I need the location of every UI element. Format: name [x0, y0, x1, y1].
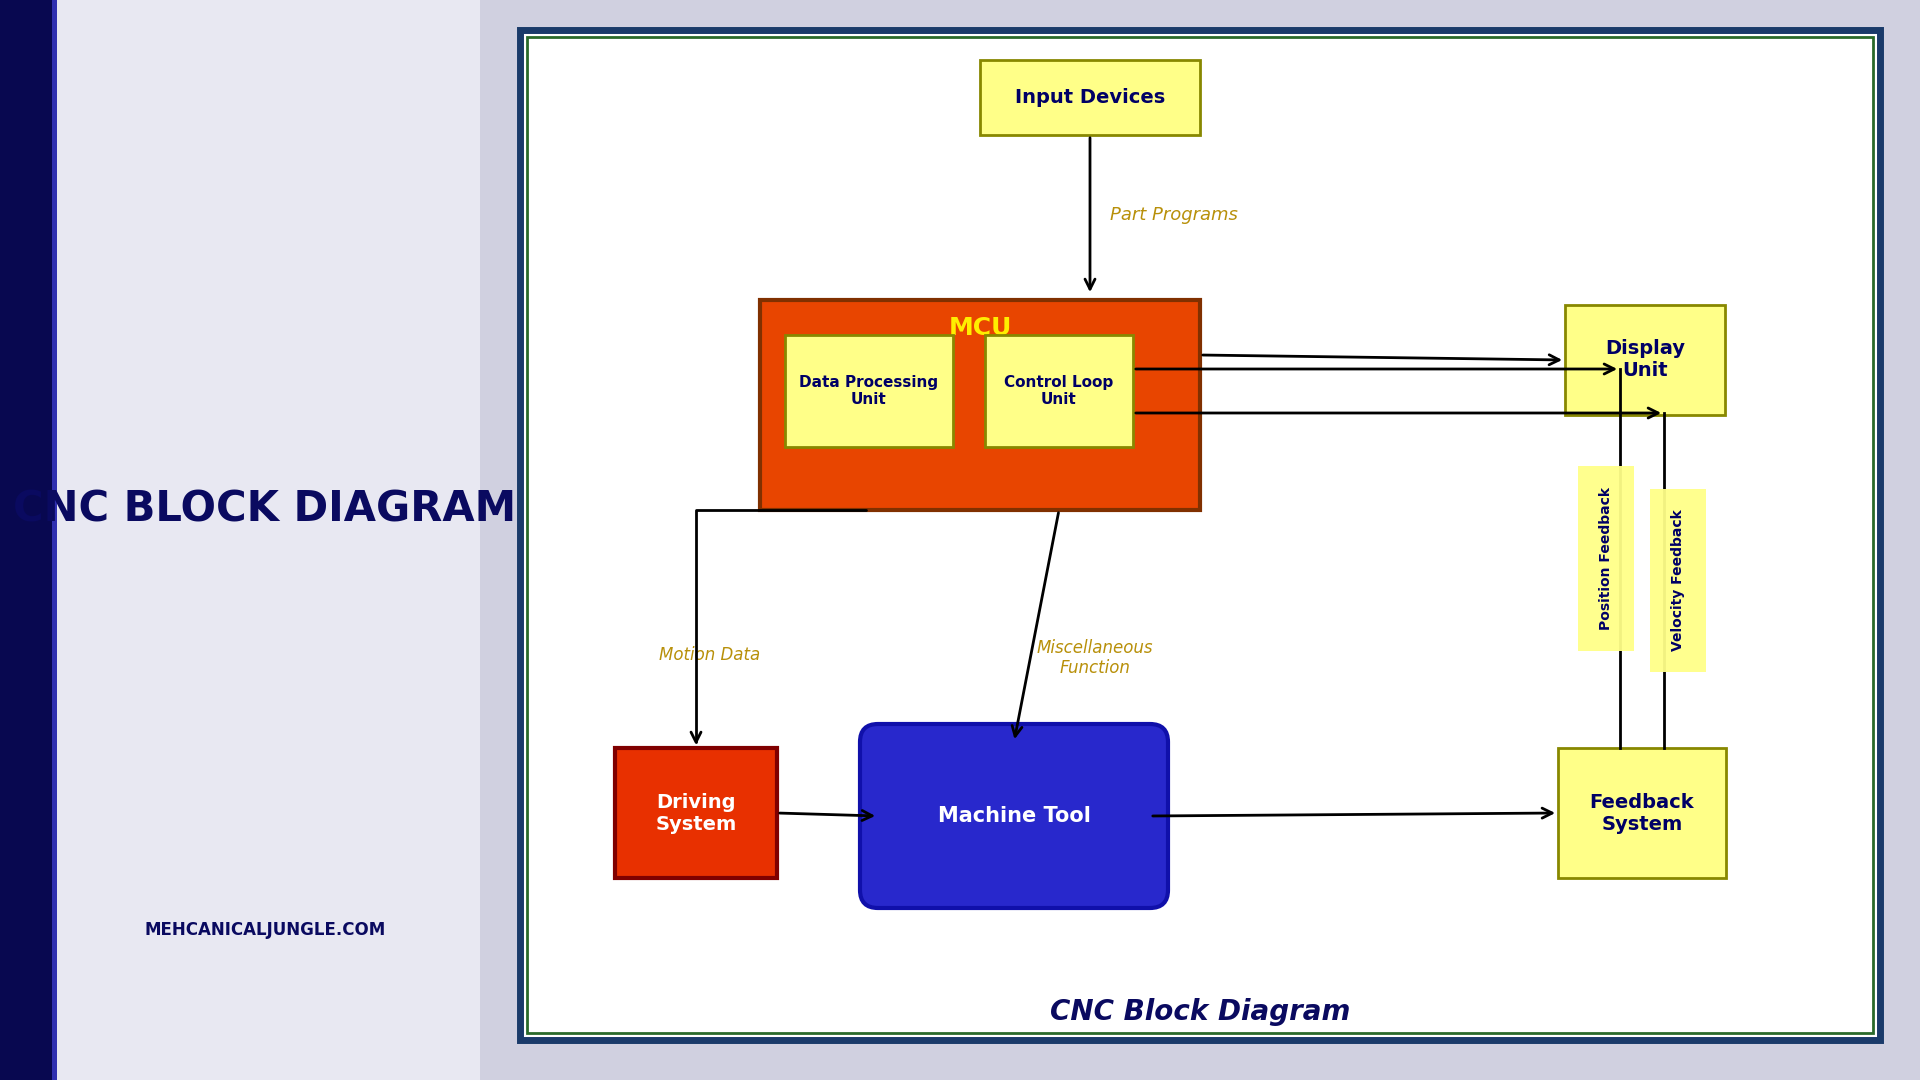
Text: Driving
System: Driving System	[655, 793, 737, 834]
Bar	[760, 300, 1200, 510]
Bar	[979, 60, 1200, 135]
Text: CNC Block Diagram: CNC Block Diagram	[1050, 998, 1350, 1026]
Text: Velocity Feedback: Velocity Feedback	[1670, 510, 1686, 651]
Bar	[1557, 748, 1726, 878]
Bar	[785, 335, 952, 447]
Text: Machine Tool: Machine Tool	[937, 806, 1091, 826]
Bar	[0, 0, 52, 1080]
Bar	[1565, 305, 1724, 415]
Text: Data Processing
Unit: Data Processing Unit	[799, 375, 939, 407]
Bar	[52, 0, 58, 1080]
Text: Display
Unit: Display Unit	[1605, 339, 1686, 380]
Text: Feedback
System: Feedback System	[1590, 793, 1693, 834]
Text: CNC BLOCK DIAGRAM: CNC BLOCK DIAGRAM	[13, 489, 516, 531]
Bar	[480, 0, 1920, 1080]
Text: Position Feedback: Position Feedback	[1599, 487, 1613, 630]
Bar	[526, 37, 1874, 1032]
Bar	[614, 748, 778, 878]
Text: Motion Data: Motion Data	[659, 646, 760, 664]
Bar	[0, 0, 480, 1080]
Bar	[520, 30, 1880, 1040]
Text: Part Programs: Part Programs	[1110, 206, 1238, 224]
Text: Control Loop
Unit: Control Loop Unit	[1004, 375, 1114, 407]
Text: MCU: MCU	[948, 316, 1012, 340]
Text: MEHCANICALJUNGLE.COM: MEHCANICALJUNGLE.COM	[144, 921, 386, 939]
Bar	[985, 335, 1133, 447]
Text: Miscellaneous
Function: Miscellaneous Function	[1037, 638, 1154, 677]
Text: Input Devices: Input Devices	[1016, 87, 1165, 107]
FancyBboxPatch shape	[860, 724, 1167, 908]
